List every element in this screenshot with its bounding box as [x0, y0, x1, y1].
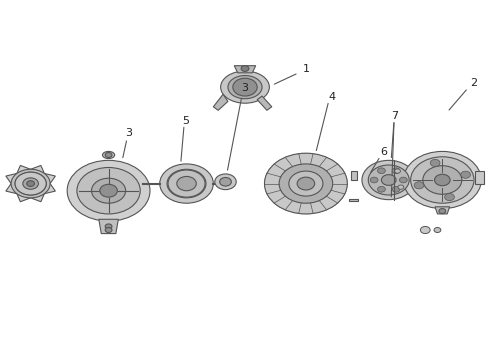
Polygon shape — [475, 171, 484, 184]
Circle shape — [381, 175, 396, 185]
Circle shape — [461, 171, 470, 178]
Circle shape — [444, 193, 454, 201]
Circle shape — [392, 186, 400, 192]
Circle shape — [362, 160, 416, 200]
Ellipse shape — [102, 223, 115, 230]
Circle shape — [370, 177, 378, 183]
Text: 1: 1 — [302, 64, 310, 74]
Polygon shape — [160, 167, 213, 201]
Circle shape — [67, 160, 150, 221]
Circle shape — [399, 177, 407, 183]
Circle shape — [439, 208, 446, 213]
Circle shape — [92, 178, 125, 203]
Polygon shape — [257, 96, 272, 111]
Circle shape — [23, 178, 38, 189]
Circle shape — [377, 186, 385, 192]
Circle shape — [398, 185, 404, 189]
Bar — [351, 171, 357, 180]
Circle shape — [423, 166, 462, 194]
Circle shape — [100, 184, 117, 197]
Circle shape — [430, 159, 440, 167]
Circle shape — [215, 174, 236, 190]
Circle shape — [377, 168, 385, 174]
Circle shape — [403, 152, 481, 208]
Circle shape — [368, 165, 409, 195]
Polygon shape — [234, 66, 256, 73]
Circle shape — [177, 176, 196, 191]
Circle shape — [434, 228, 441, 233]
Circle shape — [11, 169, 50, 198]
Circle shape — [265, 153, 347, 214]
Circle shape — [105, 153, 112, 157]
Circle shape — [105, 228, 112, 233]
Circle shape — [167, 169, 206, 198]
Circle shape — [279, 164, 333, 203]
Circle shape — [241, 66, 249, 71]
Text: 7: 7 — [391, 111, 398, 121]
Circle shape — [414, 182, 424, 189]
Circle shape — [15, 172, 46, 195]
Circle shape — [23, 178, 38, 189]
Text: 3: 3 — [241, 83, 248, 93]
Circle shape — [411, 157, 474, 203]
Circle shape — [168, 170, 205, 197]
Circle shape — [420, 226, 430, 234]
Circle shape — [435, 174, 450, 186]
Circle shape — [105, 224, 112, 229]
Ellipse shape — [228, 76, 262, 99]
Polygon shape — [99, 219, 118, 234]
Circle shape — [394, 169, 400, 173]
Circle shape — [289, 171, 323, 196]
Ellipse shape — [220, 71, 270, 103]
Polygon shape — [213, 94, 228, 111]
Text: 4: 4 — [329, 92, 336, 102]
Circle shape — [27, 181, 34, 186]
Circle shape — [233, 78, 257, 96]
Text: 2: 2 — [470, 78, 477, 89]
Text: 5: 5 — [183, 116, 190, 126]
Circle shape — [392, 168, 400, 174]
Text: 3: 3 — [125, 129, 133, 138]
Circle shape — [160, 164, 213, 203]
Circle shape — [220, 177, 231, 186]
Text: 6: 6 — [380, 147, 388, 157]
Polygon shape — [6, 166, 55, 202]
Polygon shape — [435, 207, 450, 214]
Bar — [349, 199, 358, 202]
Circle shape — [297, 177, 315, 190]
Circle shape — [15, 172, 46, 195]
Ellipse shape — [102, 152, 115, 158]
Circle shape — [77, 167, 140, 214]
